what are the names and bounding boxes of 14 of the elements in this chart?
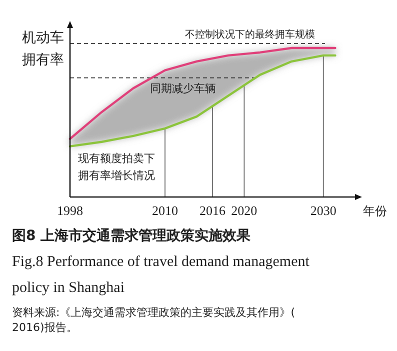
x-tick-label: 2016 <box>200 203 226 218</box>
ref-line-label: 不控制状况下的最终拥车规模 <box>185 28 315 41</box>
y-axis-title: 机动车拥有率 <box>22 30 64 68</box>
x-tick-label: 2020 <box>231 203 258 218</box>
x-tick-label: 2010 <box>152 203 178 218</box>
annotation: 拥有率增长情况 <box>78 169 155 182</box>
annotation: 同期减少车辆 <box>150 82 216 95</box>
text: 资料来源:《上海交通需求管理政策的主要实践及其作用》(2016)报告。 <box>12 306 295 334</box>
x-tick-label: 1998 <box>57 203 83 218</box>
text: 图8 上海市交通需求管理政策实施效果 <box>12 227 252 244</box>
x-axis-title: 年份 <box>363 204 387 218</box>
annotation: 现有额度拍卖下 <box>78 152 155 165</box>
text: Fig.8 Performance of travel demand management policy in Shanghai <box>12 254 310 296</box>
x-tick-label: 2030 <box>310 203 336 218</box>
